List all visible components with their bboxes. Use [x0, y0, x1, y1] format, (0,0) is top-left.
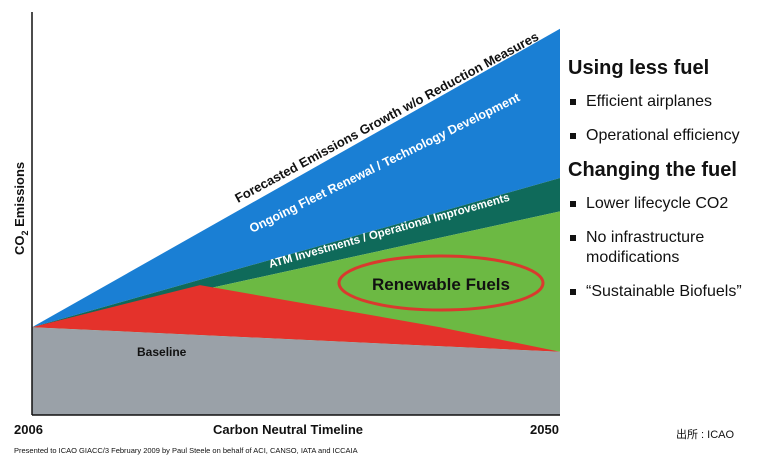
y-axis-label-sub: 2: [20, 230, 30, 235]
bullet-icon: [570, 289, 576, 295]
side-item-operational-efficiency: Operational efficiency: [568, 126, 758, 146]
baseline-label: Baseline: [137, 345, 187, 359]
y-axis-label: CO2 Emissions: [12, 162, 30, 255]
x-tick-start: 2006: [14, 422, 43, 437]
side-item-label: “Sustainable Biofuels”: [586, 283, 742, 300]
bullet-icon: [570, 99, 576, 105]
baseline-area: [32, 327, 560, 415]
x-axis-label: Carbon Neutral Timeline: [213, 422, 363, 437]
side-item-efficient-airplanes: Efficient airplanes: [568, 92, 758, 112]
side-item-label: No infrastructure modifications: [586, 229, 705, 266]
side-heading-changing-the-fuel: Changing the fuel: [568, 159, 737, 181]
source-credit: 出所 : ICAO: [676, 429, 735, 441]
side-heading-using-less-fuel: Using less fuel: [568, 57, 710, 79]
side-item-lower-lifecycle-co2: Lower lifecycle CO2: [568, 194, 758, 214]
y-axis-label-main: CO: [12, 236, 27, 256]
bullet-icon: [570, 201, 576, 207]
side-item-no-infrastructure-modifications: No infrastructure modifications: [568, 228, 758, 268]
side-item-label: Operational efficiency: [586, 127, 740, 144]
x-tick-end: 2050: [530, 422, 559, 437]
bullet-icon: [570, 133, 576, 139]
forecasted-growth-area: [32, 28, 560, 328]
footer-note: Presented to ICAO GIACC/3 February 2009 …: [14, 446, 358, 455]
side-list-using-less-fuel: Efficient airplanes Operational efficien…: [568, 92, 758, 146]
side-panel: Using less fuel Efficient airplanes Oper…: [568, 56, 758, 316]
side-list-changing-the-fuel: Lower lifecycle CO2 No infrastructure mo…: [568, 194, 758, 302]
renewable-fuels-ellipse: [337, 254, 545, 312]
side-item-sustainable-biofuels: “Sustainable Biofuels”: [568, 282, 758, 302]
side-item-label: Efficient airplanes: [586, 93, 712, 110]
atm-improvements-area: [32, 285, 560, 352]
bullet-icon: [570, 235, 576, 241]
renewable-fuels-label: Renewable Fuels: [372, 275, 510, 294]
y-axis-label-rest: Emissions: [12, 162, 27, 231]
fleet-renewal-area: [32, 178, 560, 328]
side-item-label: Lower lifecycle CO2: [586, 195, 729, 212]
